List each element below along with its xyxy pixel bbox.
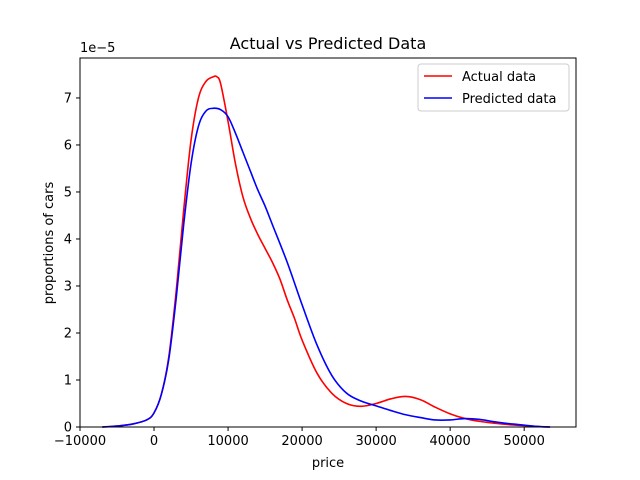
series-line-actual [102,75,551,428]
y-tick-label: 3 [64,279,72,294]
x-tick-label: 50000 [503,434,544,449]
y-tick-label: 5 [64,185,72,200]
y-offset-label: 1e−5 [80,41,115,56]
plot-frame [79,57,577,428]
y-tick-label: 0 [64,421,72,436]
series-layer [102,75,551,428]
chart-title: Actual vs Predicted Data [230,34,427,53]
x-tick-label: 10000 [207,434,248,449]
x-axis-label: price [312,456,344,471]
y-tick-label: 4 [64,232,72,247]
y-tick-label: 2 [64,326,72,341]
x-tick-label: 0 [150,434,158,449]
series-line-predicted [102,107,551,428]
x-tick-label: 40000 [429,434,470,449]
x-tick-label: 20000 [281,434,322,449]
legend: Actual data Predicted data [417,63,570,112]
y-tick-label: 1 [64,373,72,388]
x-tick-label: 30000 [355,434,396,449]
legend-label: Actual data [462,70,536,85]
y-tick-label: 7 [64,91,72,106]
y-tick-label: 6 [64,138,72,153]
x-tick-label: −10000 [54,434,106,449]
x-ticks: −10000 0 10000 20000 30000 40000 50000 [54,427,545,449]
legend-box [417,63,570,112]
y-ticks: 0 1 2 3 4 5 6 7 [64,91,80,436]
legend-label: Predicted data [462,92,556,107]
y-axis-label: proportions of cars [42,182,57,305]
